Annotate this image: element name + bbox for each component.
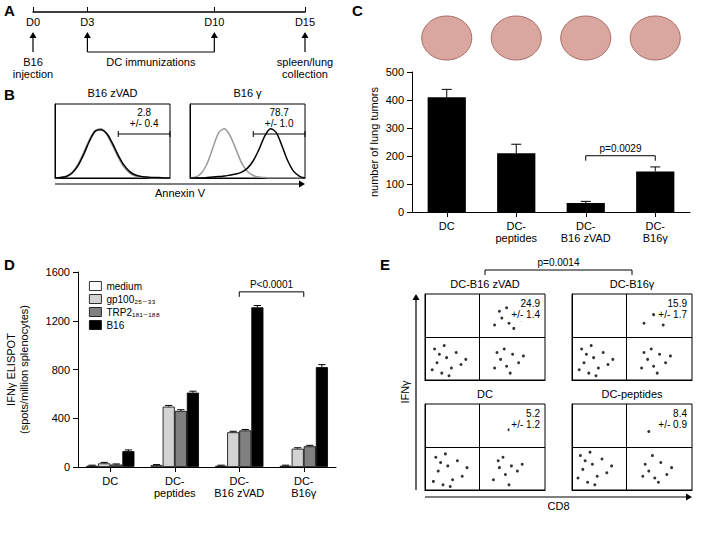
svg-text:0: 0 (64, 461, 70, 473)
svg-text:DC-peptides: DC-peptides (601, 388, 663, 400)
svg-text:B: B (4, 86, 15, 103)
svg-text:peptides: peptides (154, 487, 196, 499)
svg-text:24.9: 24.9 (521, 298, 541, 309)
svg-text:DC-: DC- (506, 220, 526, 232)
svg-text:DC: DC (477, 388, 493, 400)
svg-text:200: 200 (386, 150, 404, 162)
svg-text:TRP2₁₈₁₋₁₈₈: TRP2₁₈₁₋₁₈₈ (106, 307, 159, 318)
svg-text:Annexin V: Annexin V (155, 187, 206, 199)
svg-text:DC-: DC- (576, 220, 596, 232)
svg-text:D: D (4, 256, 15, 273)
svg-text:1200: 1200 (46, 315, 70, 327)
svg-text:78.7: 78.7 (269, 107, 289, 118)
svg-text:DC immunizations: DC immunizations (106, 56, 196, 68)
svg-text:p=0.0014: p=0.0014 (538, 257, 580, 268)
svg-text:P<0.0001: P<0.0001 (250, 279, 294, 290)
svg-text:number of lung tumors: number of lung tumors (368, 86, 380, 197)
svg-text:1600: 1600 (46, 266, 70, 278)
svg-text:D0: D0 (26, 16, 40, 28)
svg-text:800: 800 (52, 364, 70, 376)
svg-text:D10: D10 (204, 16, 224, 28)
svg-text:DC-: DC- (294, 475, 314, 487)
svg-text:peptides: peptides (495, 232, 537, 244)
svg-text:DC-B16 zVAD: DC-B16 zVAD (450, 278, 520, 290)
svg-text:(spots/million splenocytes): (spots/million splenocytes) (18, 305, 30, 434)
svg-text:B16 zVAD: B16 zVAD (214, 487, 264, 499)
svg-text:B16: B16 (23, 56, 43, 68)
svg-text:+/- 1.4: +/- 1.4 (511, 309, 540, 320)
svg-text:p=0.0029: p=0.0029 (600, 143, 642, 154)
svg-text:DC-: DC- (645, 220, 665, 232)
svg-text:100: 100 (386, 178, 404, 190)
svg-text:DC-: DC- (229, 475, 249, 487)
svg-text:DC: DC (102, 475, 118, 487)
svg-text:B16 zVAD: B16 zVAD (88, 87, 138, 99)
svg-text:collection: collection (282, 68, 328, 80)
svg-text:D3: D3 (80, 16, 94, 28)
svg-text:medium: medium (106, 281, 142, 292)
svg-text:CD8: CD8 (547, 500, 569, 512)
svg-text:400: 400 (386, 94, 404, 106)
svg-text:8.4: 8.4 (673, 408, 687, 419)
svg-text:300: 300 (386, 122, 404, 134)
svg-text:B16γ: B16γ (643, 232, 669, 244)
svg-text:0: 0 (398, 206, 404, 218)
svg-text:+/- 1.7: +/- 1.7 (658, 309, 687, 320)
svg-text:15.9: 15.9 (668, 298, 688, 309)
svg-text:5.2: 5.2 (526, 408, 540, 419)
svg-text:spleen/lung: spleen/lung (277, 56, 333, 68)
svg-text:B16: B16 (106, 320, 124, 331)
svg-text:2.8: 2.8 (137, 107, 151, 118)
svg-text:B16 γ: B16 γ (233, 87, 262, 99)
svg-text:+/- 0.4: +/- 0.4 (130, 118, 159, 129)
svg-text:D15: D15 (295, 16, 315, 28)
svg-text:C: C (352, 2, 363, 19)
svg-text:E: E (380, 256, 390, 273)
svg-text:injection: injection (13, 68, 53, 80)
svg-text:B16 zVAD: B16 zVAD (561, 232, 611, 244)
svg-text:DC-B16γ: DC-B16γ (610, 278, 655, 290)
svg-text:DC: DC (439, 220, 455, 232)
svg-text:B16γ: B16γ (291, 487, 317, 499)
svg-text:500: 500 (386, 66, 404, 78)
svg-text:+/- 1.0: +/- 1.0 (265, 118, 294, 129)
svg-text:+/- 1.2: +/- 1.2 (511, 419, 540, 430)
svg-text:gp100₂₅₋₃₃: gp100₂₅₋₃₃ (106, 294, 155, 305)
svg-text:400: 400 (52, 412, 70, 424)
svg-text:IFNγ: IFNγ (399, 380, 411, 404)
svg-text:+/- 0.9: +/- 0.9 (658, 419, 687, 430)
svg-text:IFNγ ELISPOT: IFNγ ELISPOT (5, 333, 17, 406)
svg-text:DC-: DC- (165, 475, 185, 487)
svg-text:A: A (4, 2, 15, 19)
